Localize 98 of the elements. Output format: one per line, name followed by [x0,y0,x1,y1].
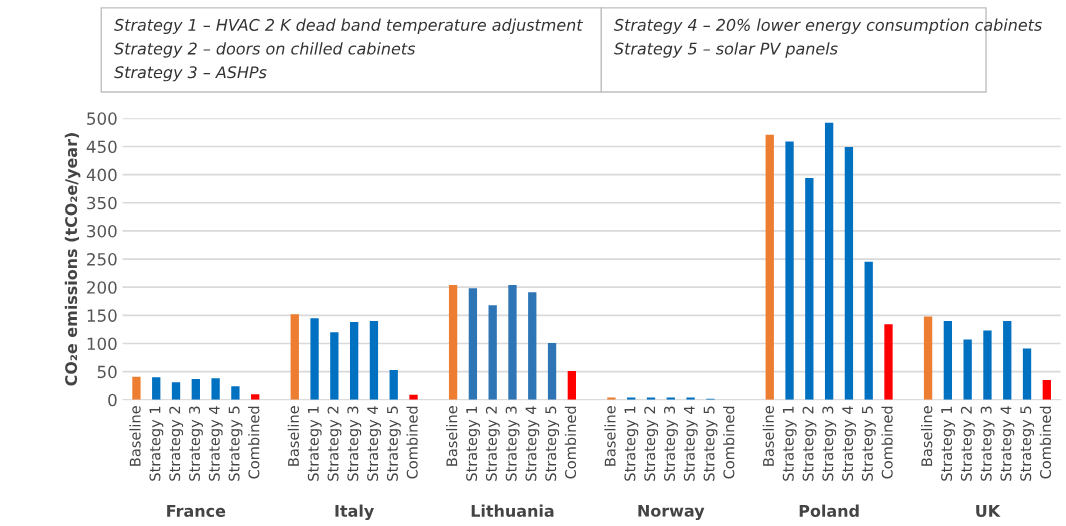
x-tick-label: Strategy 2 [169,406,184,481]
x-tick-label: Strategy 3 [189,406,203,481]
x-tick-label: Strategy 5 [386,406,401,481]
bar [963,339,972,400]
x-tick-label: Combined [406,406,418,479]
x-tick-label: Strategy 3 [980,406,995,481]
bar [765,134,774,400]
x-tick-label: Strategy 1 [782,406,797,481]
bar [330,332,339,400]
y-tick-label: 200 [87,281,117,294]
x-tick-label: Strategy 3 [347,406,362,481]
y-tick-label: 350 [87,196,117,210]
bar [785,141,794,400]
x-tick-label: Strategy 2 [802,406,817,481]
bar [310,318,319,400]
x-tick-label: Strategy 5 [703,406,718,481]
bar [983,330,992,400]
x-tick-label: Strategy 2 [485,406,500,481]
x-tick-label: Baseline [129,406,141,466]
x-tick-label: Baseline [604,406,616,466]
bar [171,382,181,400]
bar [152,377,161,400]
x-tick-label: Strategy 1 [624,406,639,481]
x-tick-label: Strategy 3 [663,406,678,481]
bar [1042,380,1051,400]
bar [864,261,873,400]
bar [547,342,557,400]
y-tick-label: 300 [87,224,117,238]
bar [508,284,517,400]
x-tick-label: Baseline [921,406,933,466]
x-tick-label: Strategy 4 [525,406,540,481]
x-tick-label: Strategy 4 [683,406,698,481]
bar [369,320,379,400]
text: Strategy 3 – ASHPs [114,66,267,82]
x-tick-label: Strategy 2 [960,406,975,481]
y-tick-label: 50 [97,365,117,379]
x-tick-label: Strategy 5 [861,406,876,481]
x-tick-label: Strategy 5 [1020,406,1035,481]
bar [349,322,359,400]
bar [805,178,814,400]
text: Norway [638,504,705,521]
x-tick-label: Strategy 2 [644,406,659,481]
x-tick-label: Strategy 4 [842,406,856,481]
x-tick-label: Strategy 4 [367,406,381,481]
x-tick-label: Strategy 5 [545,406,560,481]
x-tick-label: Combined [723,406,735,479]
y-tick-label: 0 [108,393,117,407]
x-tick-label: Strategy 3 [822,406,837,481]
bar [132,376,141,400]
bar [290,314,299,400]
y-tick-label: 150 [87,309,117,322]
bar [389,369,398,400]
bar [448,284,458,400]
text: Italy [335,504,374,521]
x-tick-label: Strategy 1 [466,406,480,481]
x-tick-label: Strategy 1 [149,406,164,481]
x-tick-label: Strategy 3 [505,406,520,481]
x-tick-label: Strategy 1 [307,406,322,481]
x-tick-label: Strategy 2 [327,406,342,481]
x-tick-label: Baseline [446,406,458,466]
bar [1022,348,1032,400]
bar [824,122,834,400]
bar [923,316,933,400]
text: Poland [799,504,859,517]
x-tick-label: Combined [881,406,893,479]
x-tick-label: Combined [564,406,577,479]
x-tick-label: Strategy 1 [941,406,955,481]
y-axis-title: CO₂e emissions (tCO₂e/year) [64,133,81,386]
bar [1003,320,1012,400]
text: Strategy 1 – HVAC 2 K dead band temperature adjustment [114,18,584,35]
text: Strategy 2 – doors on chilled cabinets [114,42,416,58]
text: France [167,505,226,517]
bar [468,288,478,400]
bar [231,386,240,400]
bar [884,324,893,400]
x-tick-label: Baseline [287,406,299,466]
bar [488,305,497,400]
y-tick-label: 400 [86,168,117,182]
bar [211,378,220,400]
x-tick-label: Strategy 5 [228,406,243,481]
text: Strategy 5 – solar PV panels [614,42,838,58]
y-tick-label: 500 [87,112,117,125]
text: Lithuania [471,504,554,517]
text: UK [976,505,1001,517]
x-tick-label: Strategy 4 [208,406,223,481]
y-tick-label: 250 [87,253,117,266]
bar [943,320,953,400]
bar [844,147,854,400]
bar [191,378,200,400]
bar [528,292,537,400]
x-tick-label: Strategy 4 [1000,406,1015,481]
x-tick-label: Baseline [762,406,774,466]
y-tick-label: 100 [87,337,117,351]
bar [567,371,576,400]
x-tick-label: Combined [248,406,260,479]
y-tick-label: 450 [86,140,117,154]
text: Strategy 4 – 20% lower energy consumption cabinets [614,18,1042,35]
x-tick-label: Combined [1039,406,1052,479]
